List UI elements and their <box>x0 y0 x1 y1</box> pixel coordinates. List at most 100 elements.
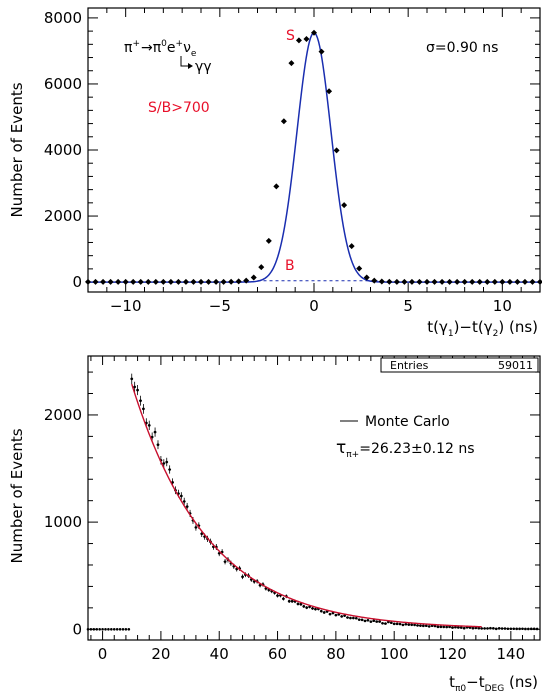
top-data-point <box>182 278 189 285</box>
bottom-x-tick-label: 60 <box>268 645 287 663</box>
top-x-tick-label: −10 <box>110 297 142 315</box>
bottom-data-point <box>384 622 387 625</box>
bottom-data-point <box>276 594 279 597</box>
bottom-data-point <box>290 599 294 603</box>
bottom-data-points <box>86 373 539 631</box>
top-data-point <box>295 37 302 44</box>
bottom-x-tick-label: 20 <box>151 645 170 663</box>
top-data-point <box>152 278 159 285</box>
bottom-data-point <box>357 618 361 621</box>
top-y-tick-label: 0 <box>72 273 82 291</box>
bottom-data-point <box>515 627 518 631</box>
bottom-data-point <box>398 622 402 626</box>
stats-box-frame <box>380 357 539 373</box>
top-data-point <box>273 183 280 190</box>
bottom-data-point <box>401 623 405 627</box>
bottom-data-point <box>369 620 373 623</box>
bottom-data-point <box>156 443 160 447</box>
bottom-data-point <box>462 626 466 630</box>
bottom-data-point <box>118 627 122 631</box>
top-data-point <box>85 278 91 285</box>
bottom-data-point <box>532 627 536 631</box>
top-tick-labels: −10 −5 0 5 10 0 2000 4000 6000 8000 <box>44 9 512 315</box>
top-data-point <box>356 265 363 272</box>
top-data-point <box>469 278 476 285</box>
bottom-data-point <box>366 618 370 622</box>
bottom-data-point <box>492 627 495 630</box>
top-data-point <box>280 118 287 125</box>
top-data-point <box>529 278 536 285</box>
top-y-tick-label: 6000 <box>44 75 82 93</box>
bottom-x-tick-label: 140 <box>497 645 526 663</box>
bottom-data-point <box>127 627 131 631</box>
signal-background-ratio: S/B>700 <box>148 100 210 116</box>
top-data-point <box>439 278 446 285</box>
bottom-data-point <box>454 625 457 629</box>
top-data-point <box>235 278 242 285</box>
top-data-point <box>363 274 370 281</box>
top-data-point <box>333 147 340 154</box>
signal-peak-label: S <box>286 28 295 44</box>
top-data-point <box>288 60 295 67</box>
top-data-point <box>220 278 227 285</box>
bottom-data-point <box>115 627 119 631</box>
top-data-point <box>92 278 99 285</box>
bottom-data-point <box>139 399 142 402</box>
top-data-point <box>303 36 310 43</box>
bottom-data-point <box>381 621 384 625</box>
bottom-data-point <box>349 616 352 620</box>
bottom-data-point <box>404 622 408 626</box>
bottom-data-point <box>352 616 355 620</box>
bottom-data-point <box>92 627 96 631</box>
bottom-data-point <box>471 626 475 630</box>
top-data-point <box>175 278 182 285</box>
sigma-label: σ=0.90 ns <box>426 40 498 56</box>
bottom-data-point <box>529 627 533 631</box>
bottom-data-point <box>130 377 134 381</box>
decay-branch-arrow <box>180 56 191 67</box>
top-data-point <box>228 278 235 285</box>
top-data-point <box>446 278 453 285</box>
bottom-data-point <box>395 622 399 626</box>
top-y-tick-label: 8000 <box>44 9 82 27</box>
top-data-point <box>311 29 317 36</box>
top-x-tick-label: 10 <box>493 297 512 315</box>
bottom-data-point <box>314 607 317 611</box>
bottom-data-point <box>506 627 510 631</box>
bottom-x-tick-label: 0 <box>98 645 108 663</box>
bottom-data-point <box>299 602 303 606</box>
bottom-data-point <box>334 613 338 617</box>
decay-branch-arrowhead <box>188 63 193 69</box>
bottom-data-point <box>518 627 521 631</box>
top-data-point <box>401 278 408 285</box>
bottom-data-point <box>340 615 344 618</box>
bottom-y-axis-label: Number of Events <box>8 428 26 563</box>
top-data-point <box>167 278 174 285</box>
bottom-data-point <box>389 621 393 625</box>
top-data-point <box>408 278 415 285</box>
entries-stats-box: Entries 59011 <box>380 357 539 373</box>
bottom-data-point <box>410 623 413 627</box>
bottom-data-point <box>360 618 364 622</box>
top-data-point <box>115 278 122 285</box>
bottom-data-point <box>442 625 446 629</box>
bottom-panel: 0 20 40 60 80 100 120 140 0 1000 2000 Number of Ev… <box>8 355 541 692</box>
bottom-data-point <box>477 626 481 630</box>
bottom-data-point <box>305 606 309 609</box>
top-data-point <box>386 278 393 285</box>
stats-entries-label: Entries <box>390 359 429 372</box>
bottom-data-point <box>322 611 326 614</box>
bottom-data-point <box>124 627 128 631</box>
bottom-data-point <box>147 424 151 427</box>
top-data-point <box>416 278 423 285</box>
bottom-x-tick-label: 40 <box>210 645 229 663</box>
top-data-point <box>424 278 430 285</box>
top-data-point <box>145 278 152 285</box>
bottom-data-point <box>494 627 498 631</box>
bottom-data-point <box>95 627 99 631</box>
top-data-point <box>160 278 167 285</box>
top-data-point <box>461 278 468 285</box>
top-data-points <box>85 29 542 285</box>
bottom-data-point <box>107 627 110 631</box>
top-x-tick-label: 5 <box>403 297 413 315</box>
